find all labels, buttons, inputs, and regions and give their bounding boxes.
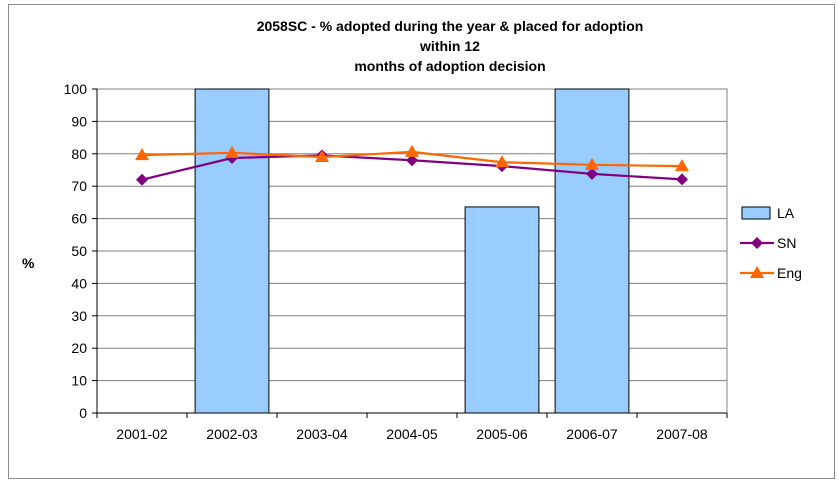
point-eng: [585, 157, 599, 170]
x-tick-label: 2007-08: [656, 426, 708, 442]
point-sn: [136, 173, 148, 186]
point-eng: [135, 148, 149, 161]
y-tick-label: 40: [71, 275, 87, 291]
x-tick-label: 2003-04: [296, 426, 348, 442]
y-tick-label: 0: [79, 405, 87, 421]
point-eng: [495, 155, 509, 168]
point-eng: [750, 266, 764, 278]
point-eng: [405, 144, 419, 157]
y-tick-label: 70: [71, 178, 87, 194]
chart-title-line-2: months of adoption decision: [354, 58, 546, 74]
bar-la: [554, 88, 630, 414]
y-tick-label: 50: [71, 243, 87, 259]
y-tick-label: 10: [71, 373, 87, 389]
legend: LA SN Eng: [740, 205, 802, 281]
x-tick-label: 2002-03: [206, 426, 258, 442]
x-tick-label: 2004-05: [386, 426, 438, 442]
x-tick-label: 2006-07: [566, 426, 618, 442]
tick-labels: 0 10 20 30 40 50 60 70 80 90 100 2001-02 2002-03 2003…: [64, 81, 708, 442]
point-sn: [751, 237, 763, 249]
x-tick-label: 2005-06: [476, 426, 528, 442]
y-axis-label: %: [22, 255, 35, 271]
x-tick-label: 2001-02: [116, 426, 168, 442]
bar-la: [194, 88, 270, 414]
legend-label-la: LA: [777, 205, 795, 221]
point-eng: [675, 159, 689, 172]
chart-title-line-1: 2058SC - % adopted during the year & pla…: [256, 18, 644, 54]
gridlines: [96, 88, 728, 414]
point-sn: [586, 167, 598, 180]
chart-title: 2058SC - % adopted during the year & pla…: [250, 16, 650, 76]
y-tick-label: 90: [71, 113, 87, 129]
line-series: [135, 144, 689, 186]
legend-swatch-la: [741, 206, 771, 220]
y-tick-label: 20: [71, 340, 87, 356]
legend-label-sn: SN: [777, 235, 796, 251]
point-eng: [315, 150, 329, 163]
y-tick-label: 80: [71, 146, 87, 162]
point-sn: [406, 154, 418, 167]
y-tick-label: 30: [71, 308, 87, 324]
bar-series: [194, 88, 630, 414]
point-eng: [225, 145, 239, 158]
y-tick-label: 60: [71, 211, 87, 227]
point-sn: [676, 173, 688, 186]
bar-la: [464, 206, 540, 414]
axes: [92, 88, 728, 418]
legend-label-eng: Eng: [777, 265, 802, 281]
y-tick-label: 100: [64, 81, 88, 97]
